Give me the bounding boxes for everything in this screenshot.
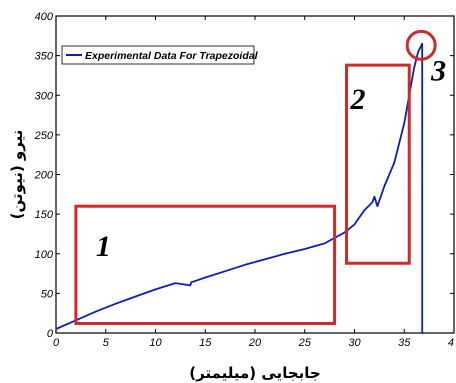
- annotation-box-2: [345, 63, 411, 265]
- legend-box: [61, 45, 255, 65]
- y-tick-label: 400: [35, 11, 54, 23]
- y-tick-label: 200: [34, 170, 54, 182]
- x-tick-label: 30: [348, 337, 361, 349]
- y-tick-label: 150: [35, 209, 54, 221]
- annotation-box-1: [74, 204, 337, 325]
- x-tick-label: 20: [248, 337, 262, 349]
- x-tick-label: 15: [199, 337, 212, 349]
- x-tick-label: 10: [149, 337, 162, 349]
- y-tick-label: 300: [35, 90, 54, 102]
- plot-area: 0 5 10 15 20 25 30 35 40501001502002503003504001…: [8, 11, 455, 382]
- region-label-3: 3: [430, 54, 446, 87]
- x-tick-label: 5: [103, 337, 110, 349]
- legend-label: Experimental Data For Trapezoidal: [85, 50, 259, 62]
- y-tick-label: 50: [41, 288, 54, 300]
- y-tick-label: 0: [47, 328, 54, 340]
- region-label-2: 2: [350, 83, 366, 116]
- y-tick-label: 350: [35, 51, 54, 63]
- x-tick-label: 25: [298, 337, 312, 349]
- y-tick-label: 100: [35, 249, 54, 261]
- region-label-1: 1: [96, 230, 111, 263]
- y-tick-label: 250: [34, 130, 54, 142]
- x-tick-label: 0: [53, 337, 60, 349]
- y-axis-title: نیرو (نیوتن): [8, 130, 26, 220]
- annotation-circle-3: [405, 29, 437, 61]
- series-line-experimental: [55, 42, 424, 334]
- x-axis-title: جابجایی (میلیمتر): [189, 364, 320, 382]
- x-tick-label: 35: [398, 337, 411, 349]
- x-tick-label: 4: [448, 337, 454, 349]
